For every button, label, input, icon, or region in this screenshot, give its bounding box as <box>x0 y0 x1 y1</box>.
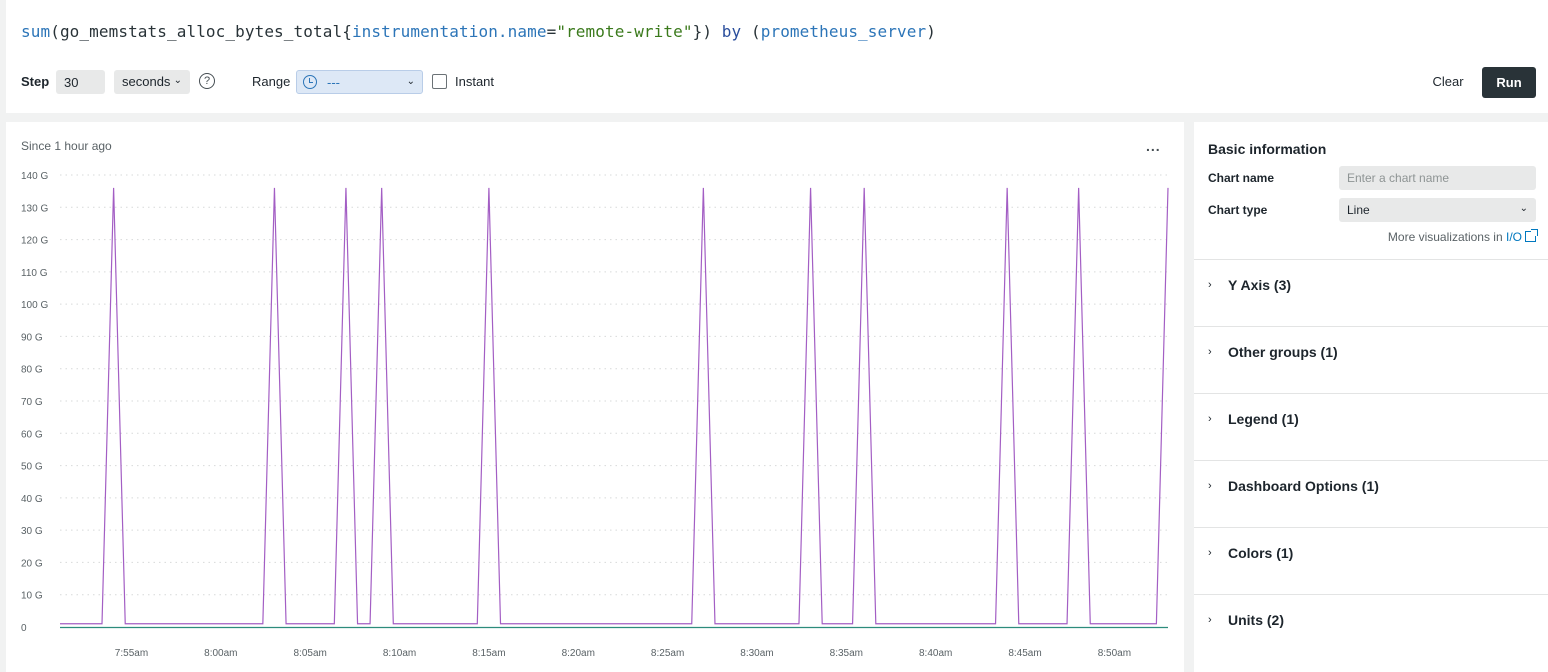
chart-name-label: Chart name <box>1208 171 1275 185</box>
query-close: }) <box>692 22 713 41</box>
y-tick-label: 90 G <box>21 332 43 343</box>
section-label: Units (2) <box>1228 612 1284 628</box>
x-tick-label: 8:30am <box>740 648 773 659</box>
section-dashboard-options[interactable]: › Dashboard Options (1) <box>1194 460 1548 527</box>
query-controls: Step seconds ⌄ ? Range --- ⌄ Instant Cle… <box>21 67 1541 98</box>
chart-type-select[interactable]: Line ⌄ <box>1339 198 1536 222</box>
query-function: sum <box>21 22 51 41</box>
y-axis-ticks: 0 10 G 20 G 30 G 40 G 50 G 60 G 70 G 80 G 90 G 100… <box>21 171 48 634</box>
section-y-axis[interactable]: › Y Axis (3) <box>1194 259 1548 326</box>
x-tick-label: 7:55am <box>115 648 148 659</box>
chevron-right-icon: › <box>1208 480 1212 492</box>
query-editor[interactable]: sum(go_memstats_alloc_bytes_total{instru… <box>21 22 936 41</box>
run-button[interactable]: Run <box>1482 67 1536 98</box>
step-unit-value: seconds <box>122 74 171 89</box>
section-legend[interactable]: › Legend (1) <box>1194 393 1548 460</box>
chevron-right-icon: › <box>1208 547 1212 559</box>
y-tick-label: 100 G <box>21 300 48 311</box>
query-open-paren: ( <box>50 22 60 41</box>
step-unit-select[interactable]: seconds ⌄ <box>114 70 190 94</box>
y-tick-label: 50 G <box>21 462 43 473</box>
section-other-groups[interactable]: › Other groups (1) <box>1194 326 1548 393</box>
x-axis-ticks: 7:55am 8:00am 8:05am 8:10am 8:15am 8:20am 8:25… <box>115 648 1131 659</box>
y-tick-label: 30 G <box>21 526 43 537</box>
query-panel: sum(go_memstats_alloc_bytes_total{instru… <box>6 0 1548 113</box>
query-by-keyword: by <box>712 22 751 41</box>
query-group-close: ) <box>926 22 936 41</box>
y-tick-label: 130 G <box>21 203 48 214</box>
step-input[interactable] <box>56 70 105 94</box>
chart-panel: Since 1 hour ago ... 0 10 G 20 G 30 G 40 G 50… <box>6 122 1184 672</box>
io-link[interactable]: I/O <box>1505 230 1522 244</box>
y-tick-label: 120 G <box>21 236 48 247</box>
chevron-down-icon: ⌄ <box>406 76 415 87</box>
x-tick-label: 8:35am <box>830 648 863 659</box>
chart-settings-panel: Basic information Chart name Chart type … <box>1194 122 1548 672</box>
help-icon[interactable]: ? <box>199 73 215 89</box>
more-options-button[interactable]: ... <box>1146 138 1161 154</box>
section-label: Y Axis (3) <box>1228 277 1292 293</box>
y-tick-label: 40 G <box>21 494 43 505</box>
query-label-value: "remote-write" <box>556 22 693 41</box>
external-link-icon[interactable] <box>1525 229 1538 242</box>
chart-name-input[interactable] <box>1339 166 1536 190</box>
query-group-open: ( <box>751 22 761 41</box>
query-open-brace: { <box>342 22 352 41</box>
y-tick-label: 80 G <box>21 365 43 376</box>
section-units[interactable]: › Units (2) <box>1194 594 1548 661</box>
chevron-down-icon: ⌄ <box>1519 203 1528 214</box>
section-label: Legend (1) <box>1228 411 1299 427</box>
chevron-right-icon: › <box>1208 614 1212 626</box>
x-tick-label: 8:45am <box>1008 648 1041 659</box>
basic-information-title: Basic information <box>1208 141 1327 157</box>
y-tick-label: 20 G <box>21 558 43 569</box>
chevron-right-icon: › <box>1208 279 1212 291</box>
y-tick-label: 70 G <box>21 397 43 408</box>
instant-checkbox[interactable] <box>432 74 447 89</box>
x-tick-label: 8:15am <box>472 648 505 659</box>
query-label-key: instrumentation.name <box>351 22 547 41</box>
query-metric: go_memstats_alloc_bytes_total <box>59 22 343 41</box>
x-tick-label: 8:50am <box>1098 648 1131 659</box>
y-tick-label: 0 <box>21 623 27 634</box>
range-select[interactable]: --- ⌄ <box>296 70 423 94</box>
series-lines <box>60 187 1169 629</box>
section-label: Colors (1) <box>1228 545 1294 561</box>
query-group-label: prometheus_server <box>760 22 927 41</box>
x-tick-label: 8:10am <box>383 648 416 659</box>
x-tick-label: 8:25am <box>651 648 684 659</box>
x-tick-label: 8:20am <box>562 648 595 659</box>
x-tick-label: 8:05am <box>294 648 327 659</box>
instant-label: Instant <box>455 74 495 89</box>
x-tick-label: 8:00am <box>204 648 237 659</box>
series-line-memory <box>60 187 1169 625</box>
section-label: Other groups (1) <box>1228 344 1338 360</box>
time-range-caption: Since 1 hour ago <box>21 139 112 153</box>
chevron-right-icon: › <box>1208 413 1212 425</box>
y-tick-label: 140 G <box>21 171 48 182</box>
x-tick-label: 8:40am <box>919 648 952 659</box>
chevron-down-icon: ⌄ <box>173 75 182 86</box>
section-colors[interactable]: › Colors (1) <box>1194 527 1548 594</box>
clock-icon <box>303 75 317 89</box>
line-chart: 0 10 G 20 G 30 G 40 G 50 G 60 G 70 G 80 G 90 G 100… <box>21 171 1169 659</box>
clear-button[interactable]: Clear <box>1432 74 1464 89</box>
y-tick-label: 110 G <box>21 268 48 279</box>
range-value: --- <box>327 75 340 90</box>
more-visualizations: More visualizations in I/O <box>1387 229 1538 244</box>
chart-type-value: Line <box>1347 203 1370 217</box>
y-tick-label: 10 G <box>21 591 43 602</box>
chevron-right-icon: › <box>1208 346 1212 358</box>
chart-type-label: Chart type <box>1208 203 1268 217</box>
query-eq: = <box>546 22 557 41</box>
section-label: Dashboard Options (1) <box>1228 478 1379 494</box>
range-label: Range <box>252 74 291 89</box>
step-label: Step <box>21 74 50 89</box>
more-visualizations-text: More visualizations in <box>1387 230 1506 244</box>
y-tick-label: 60 G <box>21 429 43 440</box>
